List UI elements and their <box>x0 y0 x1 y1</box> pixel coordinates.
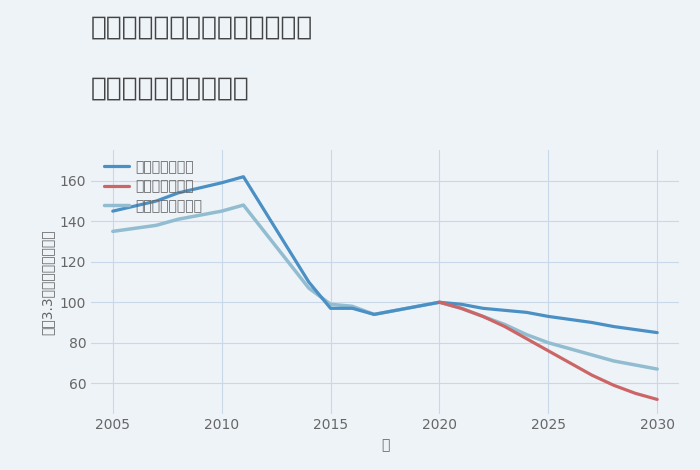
ノーマルシナリオ <box>588 352 596 358</box>
バッドシナリオ <box>610 383 618 388</box>
バッドシナリオ <box>435 299 444 305</box>
Y-axis label: 坪（3.3㎡）単価（万円）: 坪（3.3㎡）単価（万円） <box>40 229 54 335</box>
バッドシナリオ <box>588 372 596 378</box>
ノーマルシナリオ <box>239 202 248 208</box>
ノーマルシナリオ <box>326 301 335 307</box>
グッドシナリオ <box>304 279 313 285</box>
グッドシナリオ <box>239 174 248 180</box>
ノーマルシナリオ <box>457 306 466 311</box>
ノーマルシナリオ <box>370 312 378 317</box>
グッドシナリオ <box>479 306 487 311</box>
グッドシナリオ <box>370 312 378 317</box>
バッドシナリオ <box>457 306 466 311</box>
ノーマルシナリオ <box>435 299 444 305</box>
Text: 愛知県名古屋市守山区翠松園の: 愛知県名古屋市守山区翠松園の <box>91 14 314 40</box>
ノーマルシナリオ <box>304 285 313 291</box>
グッドシナリオ <box>108 208 117 214</box>
グッドシナリオ <box>653 330 662 336</box>
バッドシナリオ <box>500 324 509 329</box>
バッドシナリオ <box>522 336 531 342</box>
グッドシナリオ <box>588 320 596 325</box>
ノーマルシナリオ <box>500 321 509 327</box>
ノーマルシナリオ <box>610 358 618 364</box>
Line: グッドシナリオ: グッドシナリオ <box>113 177 657 333</box>
Legend: グッドシナリオ, バッドシナリオ, ノーマルシナリオ: グッドシナリオ, バッドシナリオ, ノーマルシナリオ <box>104 160 203 213</box>
バッドシナリオ <box>566 360 574 366</box>
バッドシナリオ <box>653 397 662 402</box>
グッドシナリオ <box>610 324 618 329</box>
グッドシナリオ <box>500 307 509 313</box>
グッドシナリオ <box>544 313 552 319</box>
グッドシナリオ <box>522 310 531 315</box>
ノーマルシナリオ <box>152 222 160 228</box>
ノーマルシナリオ <box>348 304 356 309</box>
X-axis label: 年: 年 <box>381 438 389 452</box>
Line: バッドシナリオ: バッドシナリオ <box>440 302 657 399</box>
ノーマルシナリオ <box>544 340 552 345</box>
グッドシナリオ <box>457 301 466 307</box>
グッドシナリオ <box>326 306 335 311</box>
バッドシナリオ <box>544 348 552 353</box>
グッドシナリオ <box>218 180 226 186</box>
グッドシナリオ <box>392 307 400 313</box>
ノーマルシナリオ <box>479 313 487 319</box>
バッドシナリオ <box>479 313 487 319</box>
バッドシナリオ <box>631 391 640 396</box>
ノーマルシナリオ <box>174 216 182 222</box>
ノーマルシナリオ <box>522 332 531 337</box>
グッドシナリオ <box>174 190 182 196</box>
ノーマルシナリオ <box>653 366 662 372</box>
グッドシナリオ <box>435 299 444 305</box>
グッドシナリオ <box>152 198 160 204</box>
Text: 中古戸建ての価格推移: 中古戸建ての価格推移 <box>91 75 250 101</box>
ノーマルシナリオ <box>108 228 117 234</box>
ノーマルシナリオ <box>218 208 226 214</box>
Line: ノーマルシナリオ: ノーマルシナリオ <box>113 205 657 369</box>
ノーマルシナリオ <box>392 307 400 313</box>
グッドシナリオ <box>348 306 356 311</box>
